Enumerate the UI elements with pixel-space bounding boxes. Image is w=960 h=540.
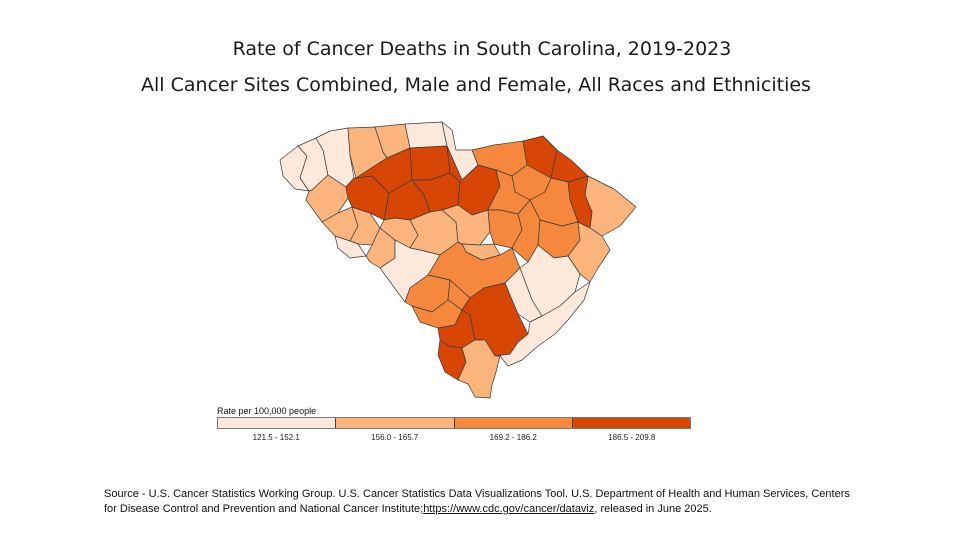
county-beaufort [457,339,501,399]
source-text-end: , released in June 2025. [594,503,712,515]
county-richland [441,204,491,246]
county-georgetown [567,221,611,283]
legend-label-2: 156.0 - 165.7 [371,433,419,442]
legend-labels: 121.5 - 152.1 156.0 - 165.7 169.2 - 186.2 1… [217,433,691,442]
legend-swatch-3 [454,418,573,428]
legend-label-1: 121.5 - 152.1 [252,433,300,442]
legend-color-bar [217,417,691,429]
map-title: Rate of Cancer Deaths in South Carolina,… [232,38,732,60]
source-text: Source - U.S. Cancer Statistics Working … [104,488,850,515]
legend-swatch-1 [218,418,337,428]
legend-title: Rate per 100,000 people [217,406,317,416]
legend-swatch-4 [572,418,690,428]
legend-label-3: 169.2 - 186.2 [489,433,537,442]
source-link[interactable]: https://www.cdc.gov/cancer/dataviz [423,503,595,515]
county-horry [584,175,637,237]
county-york [404,121,448,149]
legend-swatch-2 [336,418,455,428]
map-subtitle: All Cancer Sites Combined, Male and Fema… [141,74,811,96]
legend-label-4: 186.5 - 209.8 [608,433,656,442]
county-greenwood [349,206,381,246]
source-note: Source - U.S. Cancer Statistics Working … [104,487,864,517]
